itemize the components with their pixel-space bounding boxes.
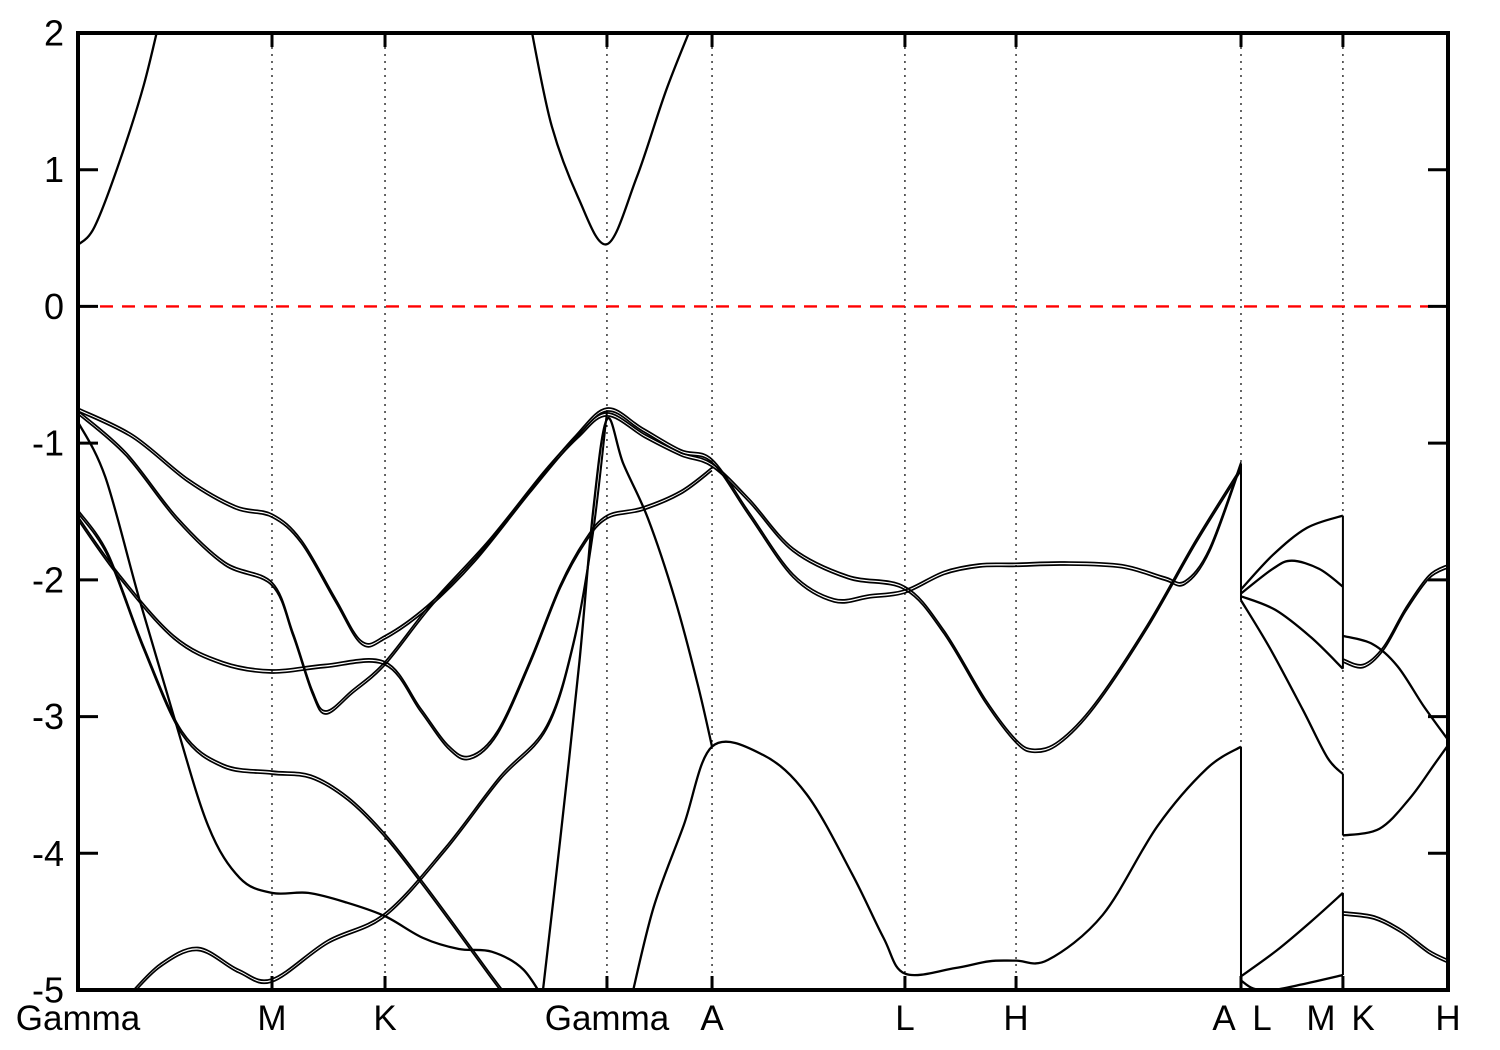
valence-band-2 (78, 413, 1242, 754)
panel3-band-4 (1342, 914, 1448, 964)
tick-marks (78, 31, 1448, 992)
valence-band-arc (132, 410, 608, 990)
panel3-band-1 (1342, 566, 1448, 669)
x-axis-kpoint-label: M (257, 999, 286, 1038)
x-axis-kpoint-label: L (1252, 999, 1271, 1038)
panel2-band-3 (1240, 595, 1344, 670)
x-axis-kpoint-label: K (373, 999, 396, 1038)
x-axis-labels: Gamma M K Gamma A L H A L M K H (16, 999, 1461, 1038)
x-axis-kpoint-label: A (1212, 999, 1236, 1038)
y-axis-tick-label: 0 (44, 286, 64, 327)
plot-border (76, 31, 1450, 992)
panel3-band-1 (1342, 563, 1448, 666)
panel3-band-3 (1342, 744, 1448, 837)
panel3-band-4 (1342, 911, 1448, 961)
conduction-band-gamma (78, 33, 158, 246)
y-axis-tick-label: -5 (32, 970, 64, 1011)
valence-band-gamma2-peak (541, 416, 714, 990)
valence-band-bottom (632, 740, 1242, 990)
panel2-band-6 (1240, 973, 1344, 990)
panel2-band-5 (1240, 892, 1344, 978)
panel2-band-1 (1240, 514, 1344, 591)
x-axis-kpoint-label: Gamma (545, 999, 670, 1038)
x-axis-kpoint-label: K (1351, 999, 1374, 1038)
panel2-band-4 (1240, 599, 1344, 775)
y-axis-tick-label: 1 (44, 149, 64, 190)
valence-band-4 (78, 509, 504, 990)
x-axis-kpoint-label: M (1306, 999, 1335, 1038)
valence-band-1 (78, 410, 1242, 648)
valence-band-5 (78, 469, 713, 761)
valence-band-4 (78, 512, 502, 990)
x-axis-kpoint-label: Gamma (16, 999, 141, 1038)
valence-band-5 (78, 466, 713, 758)
valence-band-2 (78, 410, 1242, 751)
band-curves (78, 33, 1448, 990)
panel3-band-2 (1342, 634, 1448, 741)
y-axis-tick-label: -3 (32, 696, 64, 737)
gridlines (271, 33, 1344, 990)
y-axis-tick-label: -2 (32, 559, 64, 600)
conduction-band-gamma2 (530, 33, 690, 246)
x-axis-kpoint-label: H (1003, 999, 1028, 1038)
y-axis-tick-label: 2 (44, 13, 64, 54)
x-axis-kpoint-label: H (1435, 999, 1460, 1038)
panel2-band-2 (1240, 559, 1344, 595)
valence-band-1 (78, 407, 1242, 645)
x-axis-kpoint-label: L (895, 999, 914, 1038)
y-axis-tick-label: -1 (32, 423, 64, 464)
valence-band-3 (78, 421, 540, 990)
y-axis-tick-label: -4 (32, 833, 64, 874)
y-axis-labels: 2 1 0 -1 -2 -3 -4 -5 (32, 13, 64, 1011)
x-axis-kpoint-label: A (700, 999, 724, 1038)
valence-band-arc (135, 413, 608, 990)
